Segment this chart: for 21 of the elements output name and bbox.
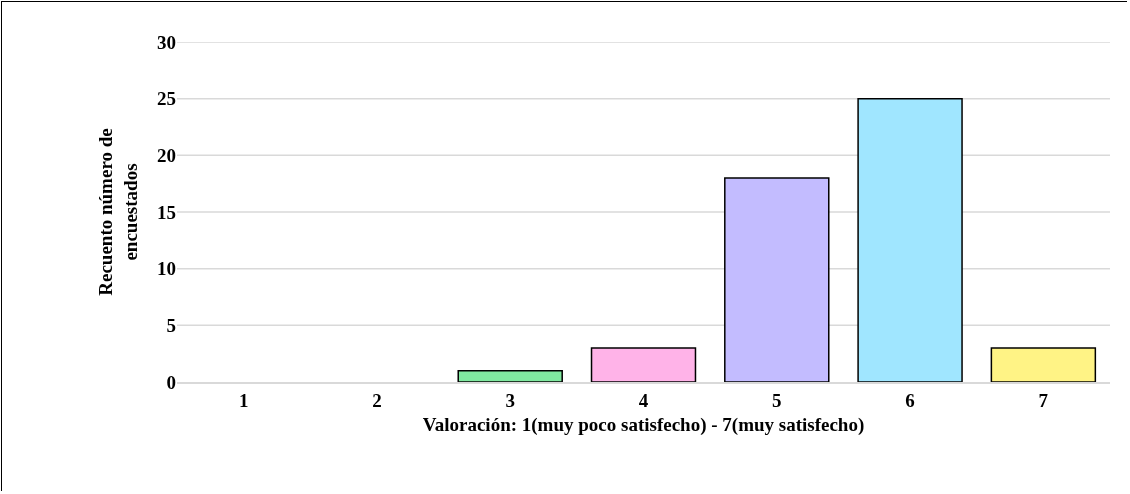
y-tick-label: 5 (166, 314, 176, 336)
bar (857, 97, 963, 382)
bar (590, 347, 697, 382)
x-tick-label: 5 (772, 389, 782, 411)
x-tick-label: 4 (638, 389, 649, 411)
x-tick-label: 3 (505, 389, 515, 411)
y-tick-label: 10 (157, 258, 176, 280)
x-tick-label: 7 (1038, 389, 1049, 411)
bar (457, 369, 563, 382)
bar (990, 347, 1097, 382)
y-tick-label: 25 (157, 88, 176, 110)
x-tick-label: 2 (372, 389, 382, 411)
y-tick-label: 0 (166, 371, 176, 393)
y-tick-label: 15 (157, 201, 176, 223)
x-axis-title: Valoración: 1(muy poco satisfecho) - 7(muy satisfecho) (422, 413, 865, 436)
bar (724, 177, 830, 382)
x-tick-label: 6 (905, 389, 915, 411)
y-axis-title: Recuento número de encuestados (95, 128, 141, 296)
x-tick-label: 1 (238, 389, 249, 411)
y-tick-label: 20 (157, 144, 176, 166)
y-tick-label: 30 (157, 31, 176, 53)
